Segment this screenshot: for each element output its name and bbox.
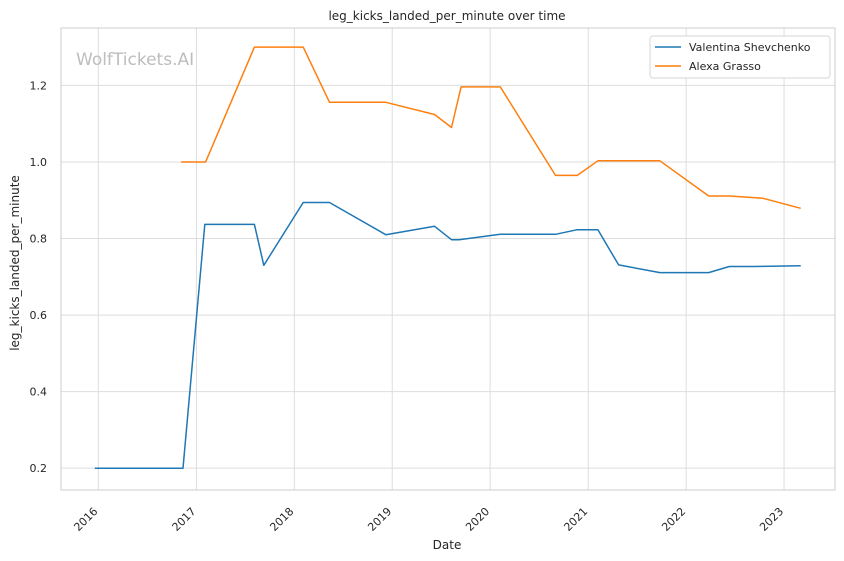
chart-title: leg_kicks_landed_per_minute over time: [328, 9, 565, 23]
legend-entry: Alexa Grasso: [689, 60, 761, 73]
y-tick-label: 0.8: [30, 233, 48, 246]
legend-box: [649, 35, 831, 79]
watermark: WolfTickets.AI: [76, 50, 194, 70]
y-axis-label: leg_kicks_landed_per_minute: [8, 175, 22, 351]
x-axis-label: Date: [433, 538, 462, 552]
series-layer: [94, 46, 801, 469]
plot-area-frame: [60, 27, 836, 491]
y-tick-label: 0.4: [30, 386, 48, 399]
legend-entry: Valentina Shevchenko: [689, 41, 811, 54]
y-tick-label: 1.0: [30, 156, 48, 169]
y-tick-label: 1.2: [30, 79, 48, 92]
y-tick-label: 0.2: [30, 462, 48, 475]
y-tick-label: 0.6: [30, 309, 48, 322]
y-axis-ticks: 0.2 0.4 0.6 0.8 1.0 1.2: [30, 79, 48, 475]
series-line-0: [94, 201, 801, 469]
gridlines: [61, 28, 835, 490]
series-line-1: [181, 46, 801, 210]
legend: Valentina Shevchenko Alexa Grasso: [649, 35, 831, 79]
